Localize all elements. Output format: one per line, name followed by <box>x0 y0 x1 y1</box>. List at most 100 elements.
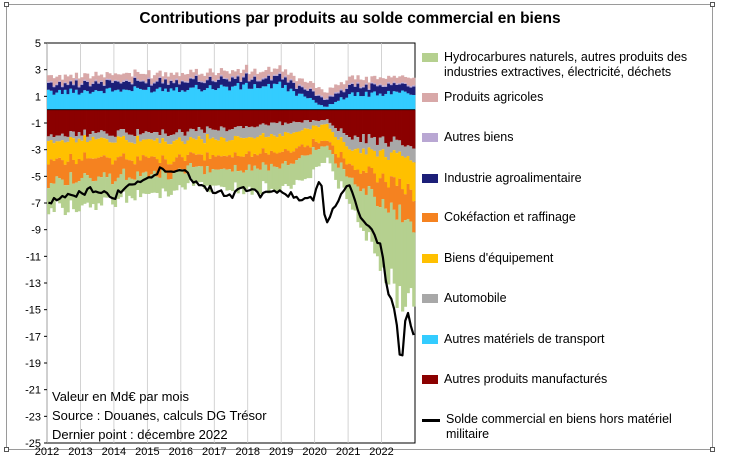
bar-segment <box>353 85 357 87</box>
bar-segment <box>150 85 154 93</box>
bar-segment <box>97 157 101 177</box>
bar-segment <box>412 232 416 307</box>
bar-segment <box>272 109 277 123</box>
bar-segment <box>52 109 56 138</box>
bar-segment <box>139 73 143 81</box>
bar-segment <box>205 126 210 134</box>
bar-segment <box>311 99 316 110</box>
bar-segment <box>264 70 268 78</box>
bar-segment <box>97 176 101 204</box>
bar-segment <box>256 155 260 169</box>
bar-segment <box>113 90 118 110</box>
bar-segment <box>345 87 349 89</box>
bar-segment <box>373 83 377 85</box>
bar-segment <box>180 169 185 188</box>
bar-segment <box>49 82 53 91</box>
bar-segment <box>86 80 90 82</box>
bar-segment <box>392 81 396 84</box>
bar-segment <box>175 72 179 79</box>
bar-segment <box>353 86 357 97</box>
bar-segment <box>108 158 112 174</box>
bar-segment <box>283 84 288 110</box>
bar-segment <box>267 125 271 137</box>
bar-segment <box>175 109 179 133</box>
bar-segment <box>275 75 279 85</box>
bar-segment <box>66 94 70 110</box>
bar-segment <box>264 77 268 79</box>
bar-segment <box>141 155 145 173</box>
bar-segment <box>208 75 212 77</box>
bar-segment <box>261 71 265 78</box>
bar-segment <box>197 80 201 82</box>
bar-segment <box>242 128 246 139</box>
bar-segment <box>339 162 343 182</box>
bar-segment <box>150 92 154 110</box>
bar-segment <box>200 109 204 130</box>
bar-segment <box>144 81 148 84</box>
bar-segment <box>359 87 363 89</box>
bar-segment <box>300 109 304 123</box>
bar-segment <box>74 89 79 110</box>
bar-segment <box>80 177 84 206</box>
bar-segment <box>228 140 232 156</box>
bar-segment <box>370 76 374 83</box>
bar-segment <box>292 81 296 83</box>
bar-segment <box>367 166 371 187</box>
bar-segment <box>389 94 394 110</box>
bar-segment <box>283 149 288 162</box>
bar-segment <box>320 105 324 110</box>
bar-segment <box>222 138 226 156</box>
bar-segment <box>52 87 56 95</box>
bar-segment <box>295 95 299 110</box>
bar-segment <box>370 82 374 84</box>
bar-segment <box>125 132 129 141</box>
bar-segment <box>239 80 243 82</box>
bar-segment <box>409 86 413 88</box>
bar-segment <box>130 83 134 85</box>
y-tick-label: 5 <box>35 38 41 50</box>
bar-segment <box>359 109 363 143</box>
bar-segment <box>292 109 296 122</box>
bar-segment <box>116 109 120 131</box>
bar-segment <box>398 84 402 93</box>
bar-segment <box>55 109 59 136</box>
bar-segment <box>183 82 187 92</box>
bar-segment <box>60 140 65 161</box>
bar-segment <box>320 120 324 125</box>
bar-segment <box>52 94 56 110</box>
legend-item: Cokéfaction et raffinage <box>422 210 714 225</box>
bar-segment <box>127 80 132 82</box>
bar-segment <box>169 79 173 81</box>
bar-segment <box>334 163 338 180</box>
bar-segment <box>183 91 187 110</box>
bar-segment <box>186 73 190 82</box>
legend-item: Produits agricoles <box>422 90 714 105</box>
bar-segment <box>409 94 413 110</box>
bar-segment <box>211 89 215 110</box>
legend-swatch <box>422 174 438 183</box>
bar-segment <box>244 82 249 110</box>
bar-segment <box>328 142 332 150</box>
bar-segment <box>342 99 346 110</box>
bar-segment <box>320 97 324 106</box>
bar-segment <box>152 109 157 133</box>
bar-segment <box>225 79 229 87</box>
bar-segment <box>200 73 204 82</box>
bar-segment <box>362 148 366 171</box>
bar-segment <box>258 153 263 170</box>
bar-segment <box>306 145 310 156</box>
bar-segment <box>113 136 118 143</box>
bar-segment <box>364 154 369 173</box>
bar-segment <box>236 69 240 75</box>
bar-segment <box>219 169 224 187</box>
bar-segment <box>88 78 93 86</box>
bar-segment <box>270 163 274 189</box>
bar-segment <box>261 79 265 87</box>
bar-segment <box>47 109 51 137</box>
bar-segment <box>72 78 76 84</box>
bar-segment <box>52 137 56 144</box>
bar-segment <box>113 79 118 82</box>
bar-segment <box>339 137 343 152</box>
bar-segment <box>166 144 171 165</box>
bar-segment <box>66 85 70 95</box>
